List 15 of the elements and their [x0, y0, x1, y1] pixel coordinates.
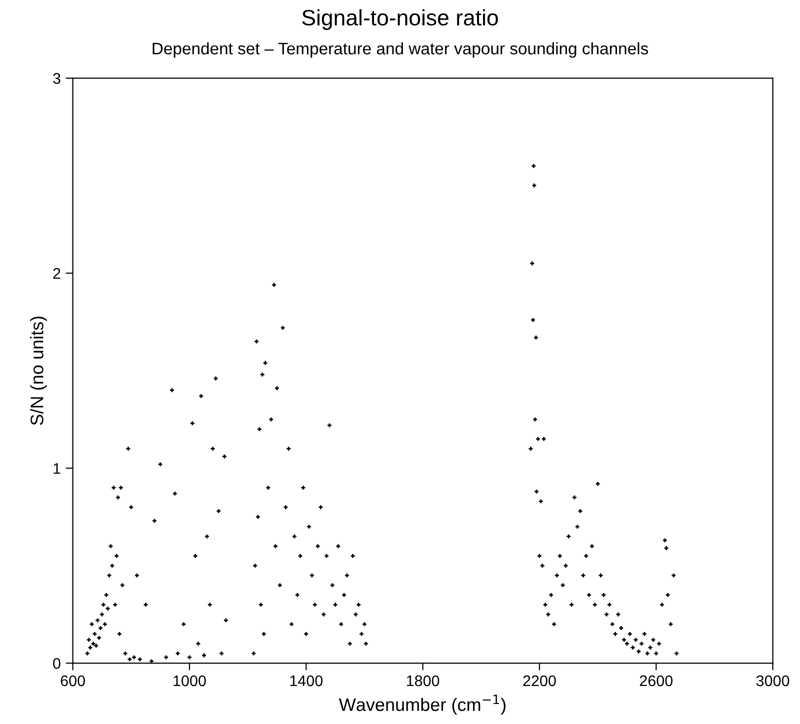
y-tick-label: 0 [53, 658, 60, 669]
chart-subtitle: Dependent set – Temperature and water vapour sounding channels [152, 42, 648, 58]
x-axis-title: Wavenumber (cm$^{−1}$) [338, 694, 506, 715]
y-tick-label: 2 [53, 268, 60, 279]
x-tick-label: 3000 [756, 675, 790, 686]
y-tick-label: 3 [53, 73, 60, 84]
x-tick-label: 1800 [406, 675, 440, 686]
chart-title: Signal-to-noise ratio [302, 9, 498, 30]
y-axis-title: S/N (no units) [30, 316, 47, 426]
x-tick-label: 1400 [290, 675, 323, 686]
x-tick-label: 1000 [174, 675, 206, 686]
x-tick-label: 600 [60, 675, 85, 686]
x-tick-label: 2200 [523, 675, 556, 686]
x-tick-label: 2600 [640, 675, 673, 686]
y-tick-label: 1 [54, 463, 60, 474]
